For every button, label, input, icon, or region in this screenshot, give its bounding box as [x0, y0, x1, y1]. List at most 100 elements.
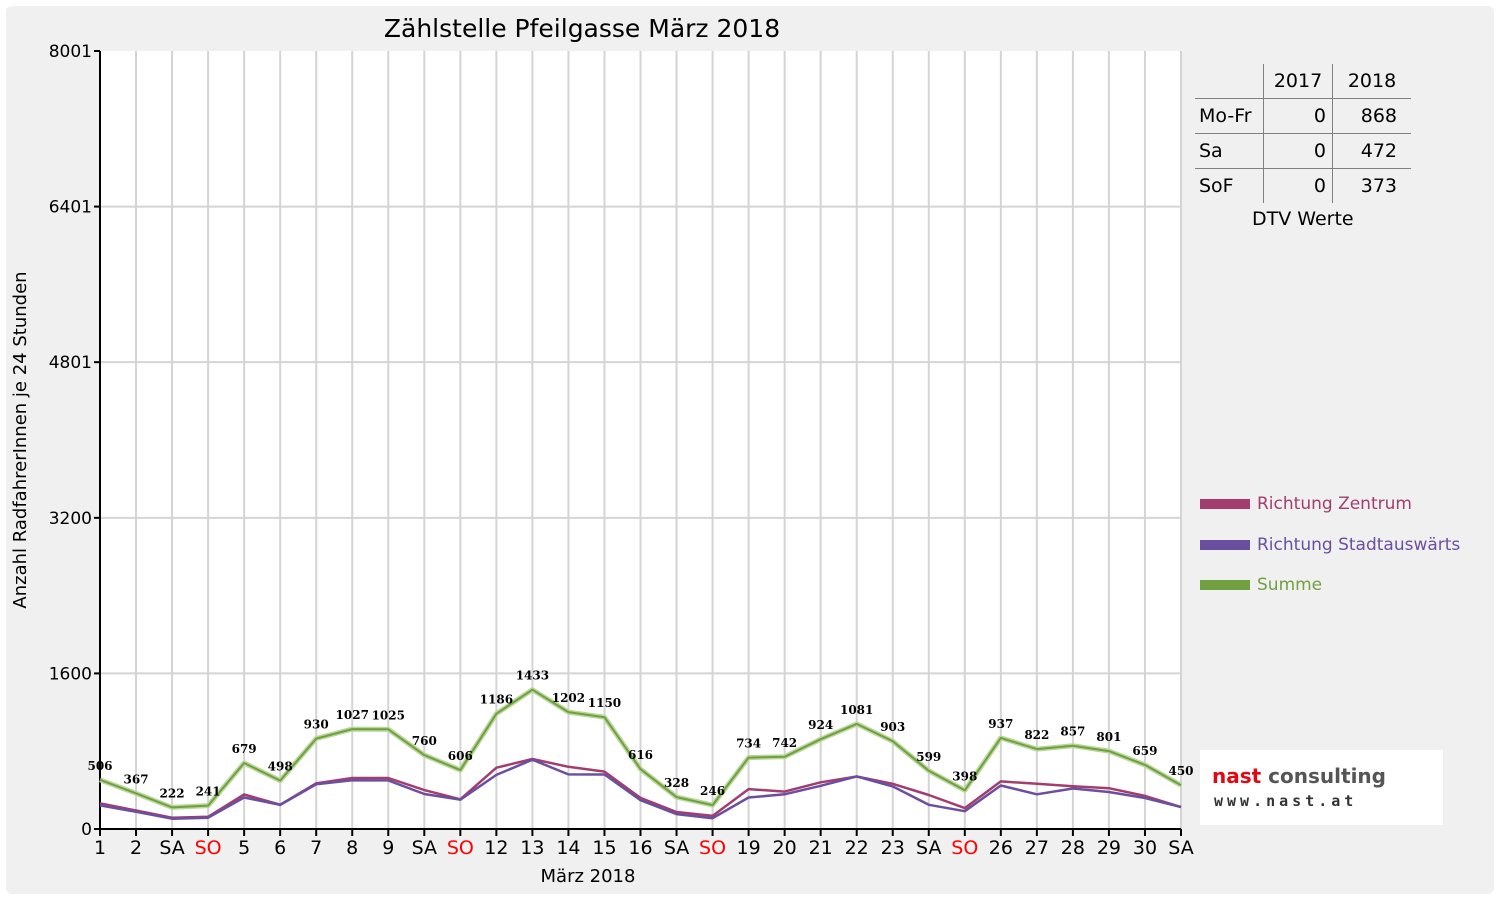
x-tick-label: 28	[1061, 837, 1085, 859]
x-tick-label: 21	[809, 837, 833, 859]
dtv-table: 2017 2018 Mo-Fr 0 868 Sa 0 472 SoF 0 373	[1195, 64, 1411, 203]
data-label: 679	[232, 742, 257, 756]
x-tick-label: 30	[1133, 837, 1157, 859]
x-tick-label: 22	[845, 837, 869, 859]
legend-swatch	[1200, 580, 1250, 590]
data-label: 903	[880, 720, 905, 734]
x-tick-label: 9	[382, 837, 394, 859]
data-label: 498	[268, 760, 293, 774]
x-tick-label: 26	[989, 837, 1013, 859]
data-label: 328	[664, 776, 689, 790]
data-label: 659	[1132, 744, 1157, 758]
data-label: 734	[736, 737, 761, 751]
data-label: 760	[412, 734, 437, 748]
grid	[100, 51, 1182, 829]
data-label: 742	[772, 736, 797, 750]
x-tick-label: SO	[195, 837, 222, 859]
x-tick-label: 8	[346, 837, 358, 859]
value-2018: 472	[1332, 133, 1411, 169]
x-tick-label: SO	[447, 837, 474, 859]
x-tick-label: 7	[310, 837, 322, 859]
dtv-header-2018: 2018	[1332, 64, 1411, 99]
y-tick-label: 4801	[49, 353, 92, 373]
y-tick-label: 3200	[49, 509, 92, 529]
data-label: 506	[87, 759, 112, 773]
x-tick-label: 16	[628, 837, 652, 859]
series-lines	[99, 687, 1183, 820]
x-tick-label: 29	[1097, 837, 1121, 859]
x-tick-label: SA	[1168, 837, 1193, 859]
legend-item-stadtauswaerts: Richtung Stadtauswärts	[1200, 535, 1460, 555]
data-label: 616	[628, 748, 653, 762]
dtv-header-2017: 2017	[1263, 64, 1333, 99]
data-label: 1150	[588, 696, 621, 710]
y-tick-label: 6401	[49, 198, 92, 218]
x-tick-label: 12	[484, 837, 508, 859]
dtv-caption: DTV Werte	[1252, 208, 1354, 230]
company-logo: nast consulting www.nast.at	[1200, 750, 1443, 825]
data-label: 398	[952, 769, 977, 783]
value-2018: 373	[1360, 175, 1397, 197]
data-label: 222	[160, 786, 185, 800]
axes	[94, 50, 1182, 836]
dtv-table-header: 2017 2018	[1195, 64, 1411, 99]
data-label: 937	[988, 717, 1013, 731]
x-tick-label: SA	[664, 837, 689, 859]
x-tick-label: 14	[556, 837, 580, 859]
legend-swatch	[1200, 540, 1250, 550]
series-line-stadtauswaerts	[99, 758, 1182, 820]
data-label: 857	[1060, 725, 1085, 739]
legend-label: Richtung Zentrum	[1257, 494, 1412, 514]
logo-name-part2: consulting	[1268, 764, 1386, 788]
data-label: 924	[808, 718, 833, 732]
x-axis-label: März 2018	[541, 866, 636, 887]
value-2018: 868	[1332, 98, 1411, 134]
x-tick-label: 15	[592, 837, 616, 859]
y-tick-label: 1600	[49, 664, 92, 684]
table-row: Mo-Fr 0 868	[1195, 98, 1411, 134]
row-label: Mo-Fr	[1195, 98, 1264, 134]
y-tick-label: 0	[81, 820, 92, 840]
value-2017: 0	[1263, 168, 1333, 203]
data-label: 1025	[372, 708, 405, 722]
x-tick-label: 20	[773, 837, 797, 859]
data-label: 1433	[516, 669, 549, 683]
x-tick-label: SO	[699, 837, 726, 859]
logo-name: nast consulting	[1212, 764, 1386, 788]
x-tick-labels: 1 2 SA SO 5 6 7 8 9 SA SO 12 13 14 15 16 SA SO 19 20 21 22 23 S…	[94, 837, 1194, 859]
x-tick-label: SA	[159, 837, 184, 859]
data-label: 1202	[552, 691, 585, 705]
row-label: Sa	[1195, 133, 1264, 169]
dtv-header-empty	[1195, 64, 1264, 99]
data-label: 367	[124, 772, 149, 786]
x-tick-label: SA	[916, 837, 941, 859]
logo-name-part1: nast	[1212, 764, 1262, 788]
logo-url: www.nast.at	[1214, 792, 1358, 810]
data-label: 246	[700, 784, 725, 798]
x-tick-label: 13	[520, 837, 544, 859]
y-axis-label: Anzahl RadfahrerInnen je 24 Stunden	[10, 271, 31, 608]
x-tick-label: 6	[274, 837, 286, 859]
x-tick-label: 23	[881, 837, 905, 859]
data-label: 606	[448, 749, 473, 763]
table-row: SoF 0 373	[1195, 168, 1411, 203]
data-label: 599	[916, 750, 941, 764]
x-tick-label: 1	[94, 837, 106, 859]
legend-label: Summe	[1257, 575, 1323, 595]
table-row: Sa 0 472	[1195, 133, 1411, 169]
legend-item-zentrum: Richtung Zentrum	[1200, 494, 1412, 514]
data-label: 930	[304, 718, 329, 732]
data-label: 450	[1168, 764, 1193, 778]
x-tick-label: 19	[737, 837, 761, 859]
data-label: 822	[1024, 728, 1049, 742]
data-label: 801	[1096, 730, 1121, 744]
x-tick-label: SA	[412, 837, 437, 859]
series-line-summe	[99, 688, 1182, 809]
legend-swatch	[1200, 499, 1250, 509]
legend-label: Richtung Stadtauswärts	[1257, 535, 1461, 555]
chart-title: Zählstelle Pfeilgasse März 2018	[384, 14, 780, 43]
x-tick-label: 27	[1025, 837, 1049, 859]
data-label: 1027	[336, 708, 369, 722]
